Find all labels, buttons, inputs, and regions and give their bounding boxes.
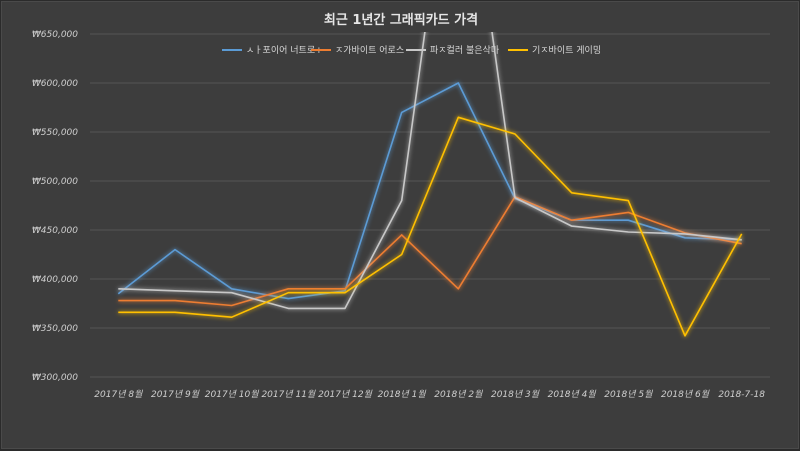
y-tick-label: ₩300,000 xyxy=(32,373,78,383)
x-tick-label: 2017년 8월 xyxy=(94,389,143,400)
x-tick-label: 2018년 1월 xyxy=(378,389,427,400)
y-tick-label: ₩650,000 xyxy=(32,30,78,40)
legend-label: ㅅㅏ포이어 너트로+ xyxy=(246,45,323,56)
legend-label: 파ㅈ컬러 불은삭마 xyxy=(430,45,500,56)
y-tick-label: ₩450,000 xyxy=(32,226,78,236)
series-lines xyxy=(117,32,743,337)
series-line-1 xyxy=(117,82,742,300)
chart-legend: ㅅㅏ포이어 너트로+ ㅈ가바이트 어로스 파ㅈ컬러 불은삭마 기ㅈ바이트 게이밍 xyxy=(222,45,601,56)
x-tick-label: 2017년 9월 xyxy=(151,389,200,400)
series-line-2 xyxy=(118,195,742,307)
y-tick-label: ₩500,000 xyxy=(32,177,78,187)
y-axis-ticks: ₩300,000 ₩350,000 ₩400,000 ₩450,000 ₩500,000… xyxy=(32,30,78,383)
series-line-4 xyxy=(118,116,743,337)
x-tick-label: 2018년 6월 xyxy=(661,389,710,400)
x-tick-label: 2017년 11월 xyxy=(261,389,315,400)
y-tick-label: ₩550,000 xyxy=(32,128,78,138)
y-tick-label: ₩400,000 xyxy=(32,275,78,285)
series-line-3 xyxy=(118,32,742,310)
x-tick-label: 2018년 2월 xyxy=(434,389,483,400)
x-tick-label: 2017년 12월 xyxy=(318,389,372,400)
legend-label: 기ㅈ바이트 게이밍 xyxy=(532,45,601,56)
grid-lines xyxy=(90,33,770,378)
y-tick-label: ₩350,000 xyxy=(32,324,78,334)
x-tick-label: 2018년 3월 xyxy=(491,389,540,400)
chart-title: 최근 1년간 그래픽카드 가격 xyxy=(324,12,478,28)
x-tick-label: 2018년 5월 xyxy=(604,389,653,400)
x-tick-label: 2017년 10월 xyxy=(205,389,259,400)
x-tick-label: 2018-7-18 xyxy=(718,390,765,400)
x-axis-ticks: 2017년 8월 2017년 9월 2017년 10월 2017년 11월 2017년 … xyxy=(94,389,765,400)
legend-label: ㅈ가바이트 어로스 xyxy=(335,45,404,56)
x-tick-label: 2018년 4월 xyxy=(548,389,597,400)
y-tick-label: ₩600,000 xyxy=(32,79,78,89)
